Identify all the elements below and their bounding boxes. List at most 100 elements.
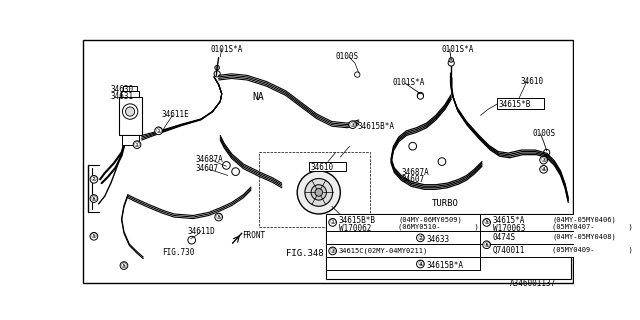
Text: 34615B*A: 34615B*A [427, 261, 463, 270]
Bar [481, 244, 640, 257]
Circle shape [438, 158, 446, 165]
Text: FIG.347: FIG.347 [349, 217, 382, 226]
Text: ①: ① [134, 142, 140, 148]
Text: ②: ② [91, 176, 97, 182]
Text: 34615*A: 34615*A [493, 216, 525, 225]
Text: NA: NA [253, 92, 264, 102]
Text: 0474S: 0474S [493, 233, 516, 242]
Bar [121, 91, 140, 97]
Bar [481, 214, 640, 231]
Circle shape [329, 219, 337, 226]
Bar [326, 244, 481, 257]
Text: 34631: 34631 [111, 92, 134, 101]
Text: 34611E: 34611E [162, 110, 189, 119]
Circle shape [125, 107, 135, 116]
Text: (04MY-05MY0406): (04MY-05MY0406) [552, 216, 616, 223]
Text: ③: ③ [330, 248, 336, 254]
Bar [308, 162, 346, 171]
Circle shape [133, 141, 141, 148]
Text: FIG.730: FIG.730 [163, 248, 195, 257]
Circle shape [417, 260, 424, 268]
Bar [326, 214, 481, 231]
Circle shape [232, 168, 239, 175]
Circle shape [409, 142, 417, 150]
Bar [122, 135, 139, 145]
Circle shape [540, 156, 547, 164]
Text: ③: ③ [540, 157, 547, 163]
Text: W170062: W170062 [339, 224, 371, 233]
Circle shape [215, 65, 220, 70]
Circle shape [122, 104, 138, 119]
Text: 0101S*A: 0101S*A [442, 44, 474, 53]
Circle shape [311, 185, 326, 200]
Text: ⑤: ⑤ [483, 220, 490, 225]
Text: ④: ④ [540, 166, 547, 172]
Text: 34615*B: 34615*B [499, 100, 531, 109]
Text: 34607: 34607 [401, 175, 424, 184]
Bar [118, 97, 141, 135]
Circle shape [120, 262, 128, 269]
Text: (05MY0407-        ): (05MY0407- ) [552, 224, 633, 230]
Text: ①: ① [156, 128, 162, 134]
Text: ⑤: ⑤ [121, 262, 127, 268]
Circle shape [297, 171, 340, 214]
Text: 34615B*A: 34615B*A [357, 122, 394, 131]
Bar [481, 231, 640, 244]
Text: FIG.348: FIG.348 [285, 249, 323, 258]
Circle shape [417, 93, 424, 99]
Text: (04MY-05MY0408): (04MY-05MY0408) [552, 233, 616, 240]
Circle shape [215, 213, 223, 221]
Text: 0101S*A: 0101S*A [211, 44, 243, 53]
Text: 0100S: 0100S [336, 52, 359, 61]
Text: ⑤: ⑤ [216, 214, 222, 220]
Text: ①: ① [330, 220, 336, 225]
Text: TURBO: TURBO [432, 198, 459, 208]
Circle shape [540, 165, 547, 173]
Bar [326, 231, 481, 244]
Text: ⑥: ⑥ [91, 196, 97, 202]
Text: 0101S*A: 0101S*A [393, 78, 425, 87]
Text: 34611D: 34611D [188, 227, 216, 236]
Text: 34615B*B: 34615B*B [339, 216, 376, 225]
Circle shape [90, 175, 98, 183]
Circle shape [355, 72, 360, 77]
Circle shape [223, 162, 230, 169]
Text: 0100S: 0100S [533, 129, 556, 138]
Text: ③: ③ [349, 122, 356, 128]
Circle shape [448, 60, 454, 66]
Text: 34607: 34607 [196, 164, 219, 173]
Text: A346001137: A346001137 [509, 279, 556, 288]
Circle shape [417, 92, 424, 99]
Text: 34633: 34633 [427, 235, 450, 244]
Circle shape [449, 58, 454, 62]
Text: Q740011: Q740011 [493, 246, 525, 255]
Bar [497, 99, 543, 109]
Text: 34615C(02MY-04MY0211): 34615C(02MY-04MY0211) [339, 248, 428, 254]
Text: 34687A: 34687A [196, 156, 223, 164]
Bar [123, 86, 137, 91]
Circle shape [90, 232, 98, 240]
Circle shape [155, 127, 163, 135]
Circle shape [188, 236, 196, 244]
Text: ⑤: ⑤ [91, 233, 97, 239]
Circle shape [90, 195, 98, 203]
Text: 34687A: 34687A [401, 168, 429, 177]
Text: ④: ④ [417, 261, 424, 267]
Text: ⑥: ⑥ [483, 242, 490, 248]
Circle shape [329, 247, 337, 255]
Text: 34610: 34610 [310, 163, 333, 172]
Circle shape [349, 121, 356, 129]
Bar [326, 257, 481, 270]
Bar [326, 214, 572, 279]
Text: (04MY-06MY0509): (04MY-06MY0509) [398, 216, 462, 223]
Text: 34610: 34610 [520, 77, 543, 86]
Circle shape [214, 71, 220, 77]
Circle shape [315, 188, 323, 196]
Circle shape [305, 179, 333, 206]
Text: 34630: 34630 [111, 85, 134, 94]
Text: W170063: W170063 [493, 224, 525, 233]
Text: (06MY0510-        ): (06MY0510- ) [398, 224, 479, 230]
Text: ②: ② [417, 235, 424, 241]
Circle shape [483, 241, 490, 249]
Circle shape [543, 149, 550, 156]
